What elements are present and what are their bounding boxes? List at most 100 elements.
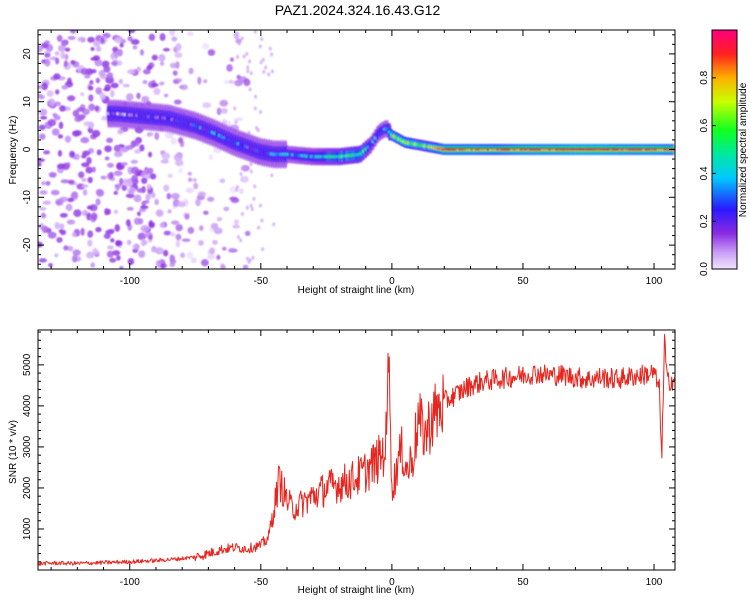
spectrogram-noise-cell <box>264 65 268 70</box>
spectrogram-noise-cell <box>188 67 194 75</box>
spectrogram-noise-cell <box>67 179 75 185</box>
spectrogram-noise-cell <box>169 263 176 268</box>
spectrogram-noise-cell <box>167 209 172 214</box>
spectrogram-noise-cell <box>39 108 48 116</box>
snr-y-tick-label: 3000 <box>22 435 33 458</box>
snr-y-tick-label: 2000 <box>22 476 33 499</box>
spectrogram-noise-cell <box>86 156 92 165</box>
spectrogram-noise-cell <box>57 134 64 139</box>
spectrogram-noise-cell <box>125 219 131 227</box>
colorbar-tick-label: 0.2 <box>699 214 710 228</box>
colorbar-tick-label: 0.0 <box>699 262 710 276</box>
spectrogram-noise-cell <box>175 240 181 248</box>
spectrogram-noise-cell <box>236 54 240 59</box>
spectrogram-noise-cell <box>86 251 95 259</box>
spectrogram-noise-cell <box>59 105 66 112</box>
spectrogram-noise-cell <box>95 198 101 206</box>
spectrogram-noise-cell <box>38 45 44 53</box>
spectrogram-noise-cell <box>80 227 85 236</box>
spectrogram-noise-cell <box>223 206 230 212</box>
spectrogram-noise-cell <box>130 39 140 45</box>
spectrogram-noise-cell <box>54 221 60 230</box>
spectrogram-noise-cell <box>96 149 102 156</box>
spectrogram-noise-cell <box>163 93 169 98</box>
spectrogram-noise-cell <box>65 203 73 212</box>
spectrogram-noise-cell <box>195 198 201 207</box>
colorbar-ticks: 0.0 0.2 0.4 0.6 0.8 <box>699 70 716 276</box>
spectrogram-noise-cell <box>70 60 76 65</box>
spectrogram-noise-cell <box>159 222 165 229</box>
spectrogram-noise-cell <box>180 252 186 259</box>
spectrogram-noise-cell <box>92 55 101 61</box>
spectrogram-noise-cell <box>185 187 194 194</box>
snr-y-tick-label: 5000 <box>22 353 33 376</box>
spectrogram-noise-cell <box>154 132 160 140</box>
spectrogram-noise-cell <box>258 44 262 49</box>
spectrogram-noise-cell <box>236 234 240 239</box>
spectrogram-noise-cell <box>161 152 171 160</box>
spectrogram-noise-cell <box>167 173 173 179</box>
spectrogram-noise-cell <box>140 205 149 210</box>
spectrogram-noise-cell <box>67 245 74 252</box>
spectrogram-noise-cell <box>109 257 117 263</box>
spectrogram-noise-cell <box>140 225 150 233</box>
snr-x-tick-label: 0 <box>389 577 395 588</box>
spectrogram-noise-cell <box>272 222 276 227</box>
spectrogram-noise-cell <box>255 125 259 130</box>
spectrogram-noise-cell <box>175 43 182 51</box>
snr-y-axis: 1000 2000 3000 4000 5000 <box>22 331 675 571</box>
spectrogram-noise-cell <box>222 246 227 251</box>
spectrogram-noise-cell <box>48 263 53 268</box>
spectrogram-noise-cell <box>151 54 158 61</box>
spectrogram-noise-cell <box>127 35 133 42</box>
spectrogram-noise-cell <box>203 79 208 84</box>
spectrogram-y-axis: -20 -10 0 10 20 <box>22 34 675 265</box>
spectrogram-noise-cell <box>234 79 243 87</box>
spectrogram-noise-cell <box>74 153 80 161</box>
colorbar: 0.0 0.2 0.4 0.6 0.8 Normalized spectral ampl… <box>699 29 749 276</box>
spectrogram-noise-cell <box>95 226 102 233</box>
spectrogram-noise-cell <box>153 87 161 96</box>
spectrogram-noise-cell <box>267 72 271 77</box>
spectrogram-noise-cell <box>254 94 258 99</box>
spectrogram-noise-cell <box>90 46 95 51</box>
spectrogram-noise-cell <box>52 113 58 118</box>
spectrogram-noise-cell <box>234 119 238 124</box>
spectrogram-noise-cell <box>159 81 165 86</box>
spectrogram-noise-cell <box>249 162 253 167</box>
spectrogram-noise-cell <box>148 234 153 241</box>
spectrogram-noise-cell <box>88 85 94 91</box>
spectrogram-noise-cell <box>206 196 215 202</box>
spectrogram-noise-cell <box>172 70 178 76</box>
spectrogram-noise-cell <box>133 194 142 203</box>
spectrogram-noise-cell <box>117 48 123 57</box>
spectrogram-noise-cell <box>95 77 101 84</box>
spectrogram-noise-cell <box>64 53 69 61</box>
spectrogram-noise-cell <box>90 262 95 268</box>
spectrogram-noise-cell <box>55 198 64 206</box>
spectrogram-noise-cell <box>252 196 256 201</box>
spectrogram-noise-cell <box>160 263 166 269</box>
spectrogram-noise-cell <box>180 84 188 91</box>
spectrogram-noise-cell <box>146 65 153 70</box>
spectrogram-noise-cell <box>38 162 42 167</box>
snr-y-tick-label: 1000 <box>22 517 33 540</box>
spectrogram-noise-cell <box>203 210 209 215</box>
spectrogram-noise-cell <box>112 46 119 53</box>
spectrogram-noise-cell <box>236 74 241 80</box>
spectrogram-noise-cell <box>80 137 90 144</box>
spectrogram-noise-cell <box>235 187 239 192</box>
spectrogram-noise-cell <box>56 34 63 42</box>
spectrogram-noise-cell <box>95 87 103 95</box>
spectrogram-noise-cell <box>81 177 88 182</box>
spectrogram-noise-cell <box>106 72 114 80</box>
spectrogram-noise-cell <box>88 94 94 102</box>
spectrogram-noise-cell <box>245 205 249 210</box>
spectrogram-noise-cell <box>106 208 111 215</box>
spectrogram-noise-cell <box>166 192 172 200</box>
spectrogram-noise-cell <box>233 106 237 111</box>
spectrogram-noise-cell <box>173 99 182 105</box>
spectrogram-noise-cell <box>163 249 169 257</box>
spectrogram-noise-cell <box>64 47 71 52</box>
